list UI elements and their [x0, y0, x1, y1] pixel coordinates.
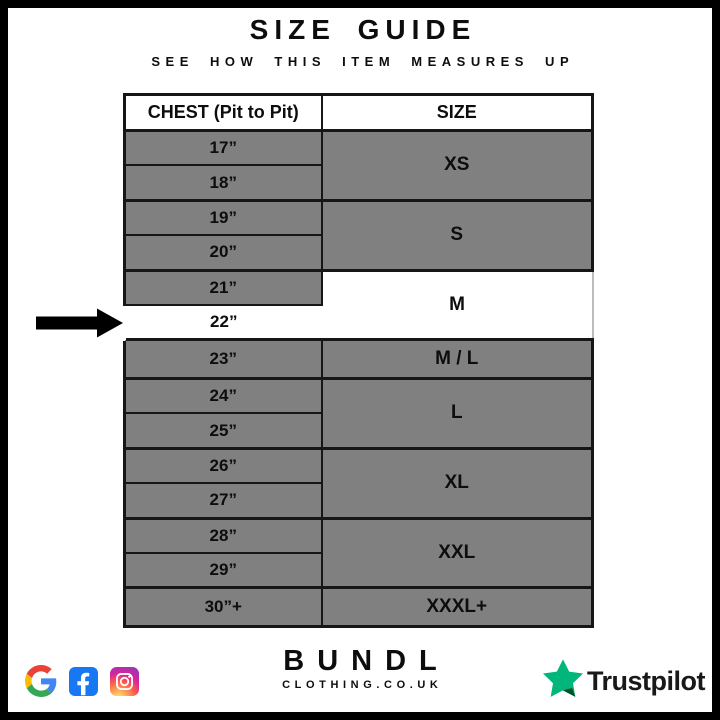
column-header-size: SIZE	[320, 93, 594, 132]
table-row: 28” XXL	[123, 516, 594, 589]
google-icon	[25, 665, 57, 702]
social-icons	[25, 665, 139, 702]
size-cell: XXXL+	[320, 586, 594, 628]
table-row: 23” M / L	[123, 338, 594, 380]
size-cell: S	[320, 198, 594, 271]
table-row: 29”	[123, 551, 593, 589]
chest-cell: 30”+	[123, 586, 323, 628]
trustpilot-star-icon	[542, 659, 584, 704]
table-row: 30”+ XXXL+	[123, 586, 594, 628]
table-row: 22”	[124, 303, 593, 341]
chest-cell: 25”	[123, 412, 323, 450]
chest-cell: 18”	[123, 164, 323, 202]
table-row: 24” L	[123, 377, 594, 450]
page-title: SIZE GUIDE	[249, 14, 477, 45]
table-row: 27”	[123, 482, 593, 519]
current-size-arrow-icon	[36, 308, 123, 338]
chest-cell: 22”	[124, 303, 322, 341]
brand-domain: CLOTHING.CO.UK	[282, 679, 443, 692]
size-cell: M	[321, 268, 594, 341]
size-cell: XXL	[320, 516, 594, 589]
trustpilot-logo: Trustpilot	[542, 659, 706, 704]
column-header-chest: CHEST (Pit to Pit)	[123, 93, 323, 132]
size-cell: XL	[320, 446, 594, 519]
table-row: 25”	[123, 412, 593, 450]
table-header-row: CHEST (Pit to Pit) SIZE	[123, 93, 594, 132]
chest-cell: 20”	[123, 234, 323, 271]
chest-cell: 27”	[123, 482, 323, 519]
chest-cell: 21”	[123, 268, 323, 306]
table-row: 26” XL	[123, 446, 594, 519]
chest-cell: 28”	[123, 516, 323, 554]
size-table-body: 17” XS 18” 19” S 20” 21” M 22” 23” M / L 24” L 25” 26”…	[123, 129, 594, 628]
brand-logo: BUNDL CLOTHING.CO.UK	[0, 645, 720, 692]
chest-cell: 29”	[123, 551, 323, 589]
table-row: 18”	[123, 164, 593, 202]
size-guide-table: CHEST (Pit to Pit) SIZE 17” XS 18” 19” S 20” 2…	[123, 93, 594, 628]
chest-cell: 19”	[123, 198, 323, 237]
chest-cell: 23”	[123, 338, 323, 380]
chest-cell: 17”	[123, 129, 323, 167]
table-row: 21” M	[123, 268, 594, 341]
size-cell: XS	[320, 129, 594, 202]
table-row: 19” S	[123, 198, 594, 271]
table-row: 20”	[123, 234, 593, 271]
chest-cell: 24”	[123, 377, 323, 415]
table-row: 17” XS	[123, 129, 594, 202]
brand-name: BUNDL	[283, 645, 450, 677]
instagram-icon	[110, 666, 139, 701]
chest-cell: 26”	[123, 446, 323, 485]
facebook-icon	[69, 666, 98, 701]
size-cell: L	[320, 377, 594, 450]
page-subtitle: SEE HOW THIS ITEM MEASURES UP	[151, 54, 575, 69]
size-cell: M / L	[320, 338, 594, 380]
trustpilot-wordmark: Trustpilot	[587, 666, 706, 696]
